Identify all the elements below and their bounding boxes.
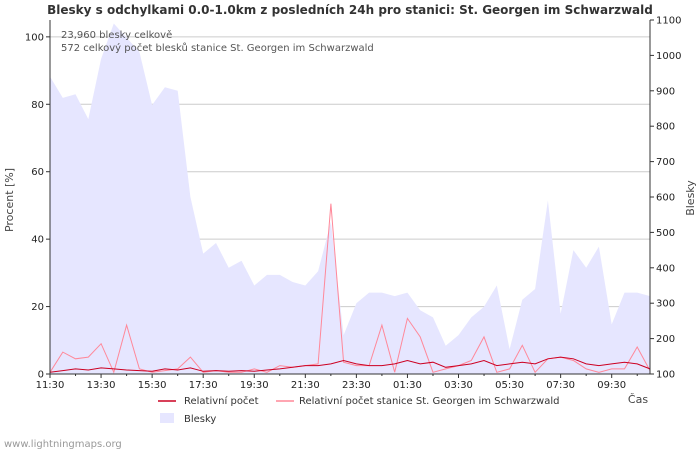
x-tick-label: 11:30 (36, 380, 65, 391)
legend-swatch-blesky (160, 413, 174, 423)
footer-credit: www.lightningmaps.org (4, 439, 122, 450)
right-tick-label: 1000 (656, 51, 681, 62)
annotation-total: 23,960 blesky celkově (61, 29, 172, 41)
left-tick-label: 0 (38, 370, 44, 381)
right-tick-label: 300 (656, 299, 675, 310)
x-tick-label: 13:30 (87, 380, 116, 391)
x-tick-label: 09:30 (597, 380, 626, 391)
right-tick-label: 800 (656, 122, 675, 133)
legend: Relativní počet Relativní počet stanice … (158, 395, 559, 425)
chart-title: Blesky s odchylkami 0.0-1.0km z poslední… (47, 3, 653, 17)
x-tick-label: 17:30 (189, 380, 218, 391)
annotation-station: 572 celkový počet blesků stanice St. Geo… (61, 42, 374, 54)
lines-layer (49, 203, 651, 374)
x-tick-label: 07:30 (546, 380, 575, 391)
left-tick-label: 100 (25, 32, 44, 43)
y-axis-label-right: Blesky (684, 180, 697, 216)
left-tick-label: 20 (31, 302, 44, 313)
right-tick-label: 400 (656, 263, 675, 274)
x-tick-label: 15:30 (138, 380, 167, 391)
right-tick-label: 700 (656, 157, 675, 168)
legend-label-relativni-pocet-stanice: Relativní počet stanice St. Georgen im S… (299, 395, 559, 407)
right-tick-label: 900 (656, 86, 675, 97)
left-tick-label: 40 (31, 235, 44, 246)
x-axis-label: Čas (628, 393, 648, 406)
y-axis-label-left: Procent [%] (3, 168, 16, 232)
left-axis-ticks: 0 20 40 60 80 100 (25, 32, 50, 381)
x-tick-label: 05:30 (495, 380, 524, 391)
left-tick-label: 60 (31, 167, 44, 178)
x-tick-label: 21:30 (291, 380, 320, 391)
right-tick-label: 1100 (656, 16, 681, 27)
blesky-area-layer (50, 23, 650, 374)
x-tick-label: 23:30 (342, 380, 371, 391)
right-tick-label: 100 (656, 370, 675, 381)
right-axis-ticks: 100 200 300 400 500 600 700 800 900 1000 1100 (650, 16, 681, 381)
x-tick-label: 19:30 (240, 380, 269, 391)
x-axis-ticks: 11:30 13:30 15:30 17:30 19:30 21:30 23:30 01:30… (36, 374, 638, 391)
right-tick-label: 200 (656, 334, 675, 345)
left-tick-label: 80 (31, 100, 44, 111)
right-tick-label: 600 (656, 193, 675, 204)
series-area-blesky (50, 23, 650, 374)
x-tick-label: 03:30 (444, 380, 473, 391)
right-tick-label: 500 (656, 228, 675, 239)
legend-label-blesky: Blesky (184, 414, 216, 425)
x-tick-label: 01:30 (393, 380, 422, 391)
legend-label-relativni-pocet: Relativní počet (184, 395, 259, 407)
series-line-relativni-pocet (49, 356, 651, 373)
